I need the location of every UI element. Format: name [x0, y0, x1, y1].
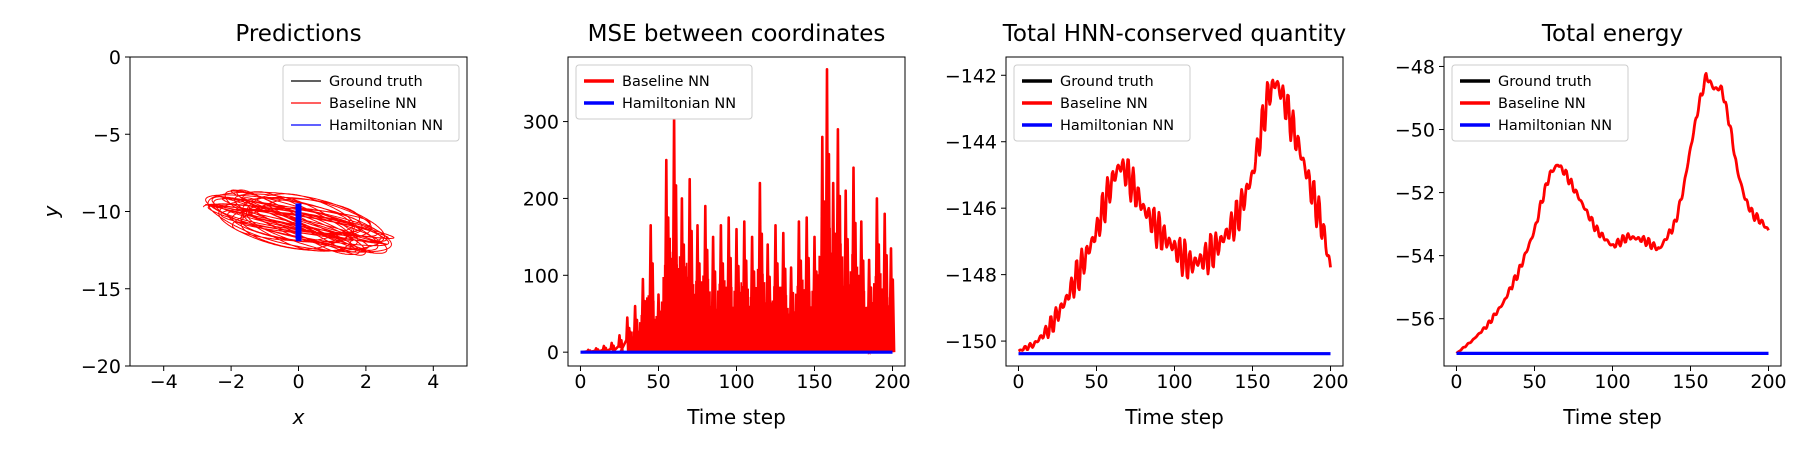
- y-tick-label: 0: [109, 47, 121, 69]
- legend-label-baseline-nn: Baseline NN: [1060, 96, 1148, 112]
- y-tick-label: −54: [1395, 246, 1435, 268]
- series-line-baseline-nn: [1017, 78, 1332, 353]
- series-line-baseline-nn: [1455, 72, 1770, 355]
- y-tick-label: −142: [945, 65, 997, 87]
- x-tick-label: 2: [360, 371, 372, 393]
- x-tick-label: 50: [646, 371, 670, 393]
- y-tick-label: −10: [81, 202, 121, 224]
- y-tick-label: −5: [93, 124, 121, 146]
- y-tick-label: −150: [945, 331, 997, 353]
- plot-area: [1455, 72, 1770, 355]
- x-axis-label: Time step: [686, 405, 786, 429]
- y-tick-label: 300: [523, 112, 559, 134]
- legend-label-baseline-nn: Baseline NN: [329, 96, 417, 112]
- series-line-hamiltonian-nn: [295, 203, 302, 242]
- x-tick-label: 150: [796, 371, 832, 393]
- chart-panel-4: 0 50 100 150 200 −48 −50 −52 −54 −56 Total energy T…: [1395, 21, 1787, 429]
- x-tick-label: 100: [1594, 371, 1630, 393]
- plot-area: [580, 68, 896, 356]
- x-tick-label: 100: [718, 371, 754, 393]
- chart-panel-3: 0 50 100 150 200 −142 −144 −146 −148 −150 Total HN…: [945, 21, 1349, 429]
- x-tick-label: 200: [1750, 371, 1786, 393]
- legend: Ground truth Baseline NN Hamiltonian NN: [1013, 64, 1191, 142]
- x-axis-label: x: [292, 405, 305, 429]
- x-tick-label: 150: [1672, 371, 1708, 393]
- legend: Ground truth Baseline NN Hamiltonian NN: [1451, 64, 1629, 142]
- legend-box: [282, 64, 460, 142]
- y-tick-label: −144: [945, 132, 997, 154]
- x-tick-label: 200: [874, 371, 910, 393]
- x-tick-label: 100: [1156, 371, 1192, 393]
- x-tick-label: 0: [1012, 371, 1024, 393]
- y-tick-label: −52: [1395, 183, 1435, 205]
- x-tick-label: −4: [150, 371, 178, 393]
- legend-label-hamiltonian-nn: Hamiltonian NN: [622, 96, 736, 112]
- y-axis-label: y: [39, 204, 63, 218]
- y-tick-label: −146: [945, 198, 997, 220]
- series-line-baseline-nn: [581, 68, 896, 354]
- legend-label-ground-truth: Ground truth: [1060, 74, 1154, 90]
- chart-title: Predictions: [235, 21, 361, 47]
- x-tick-label: 0: [292, 371, 304, 393]
- y-tick-label: −15: [81, 279, 121, 301]
- chart-panel-2: 0 50 100 150 200 0 100 200 300 MSE between coordi…: [523, 21, 911, 429]
- plot-area: [203, 189, 395, 256]
- y-tick-label: 0: [547, 342, 559, 364]
- legend: Baseline NN Hamiltonian NN: [575, 64, 753, 120]
- x-tick-label: 50: [1522, 371, 1546, 393]
- legend-label-ground-truth: Ground truth: [1498, 74, 1592, 90]
- plot-area: [1017, 78, 1332, 356]
- y-tick-label: −56: [1395, 309, 1435, 331]
- legend-label-baseline-nn: Baseline NN: [1498, 96, 1586, 112]
- legend-box: [1451, 64, 1629, 142]
- legend-label-hamiltonian-nn: Hamiltonian NN: [1060, 118, 1174, 134]
- y-tick-label: −20: [81, 356, 121, 378]
- y-tick-label: −148: [945, 265, 997, 287]
- x-tick-label: 200: [1312, 371, 1348, 393]
- y-tick-label: 200: [523, 188, 559, 210]
- y-tick-label: −48: [1395, 56, 1435, 78]
- x-tick-label: 4: [427, 371, 439, 393]
- legend-label-hamiltonian-nn: Hamiltonian NN: [329, 118, 443, 134]
- chart-title: Total energy: [1541, 21, 1683, 47]
- x-axis-label: Time step: [1562, 405, 1662, 429]
- y-tick-label: 100: [523, 265, 559, 287]
- x-axis-label: Time step: [1124, 405, 1224, 429]
- chart-title: Total HNN-conserved quantity: [1002, 21, 1346, 47]
- series-line-baseline-nn: [203, 189, 395, 256]
- legend-box: [1013, 64, 1191, 142]
- legend: Ground truth Baseline NN Hamiltonian NN: [282, 64, 460, 142]
- x-tick-label: 50: [1084, 371, 1108, 393]
- legend-label-baseline-nn: Baseline NN: [622, 74, 710, 90]
- legend-box: [575, 64, 753, 120]
- x-tick-label: −2: [217, 371, 245, 393]
- y-tick-label: −50: [1395, 120, 1435, 142]
- x-tick-label: 150: [1234, 371, 1270, 393]
- legend-label-ground-truth: Ground truth: [329, 74, 423, 90]
- chart-title: MSE between coordinates: [588, 21, 886, 47]
- legend-label-hamiltonian-nn: Hamiltonian NN: [1498, 118, 1612, 134]
- x-tick-label: 0: [1450, 371, 1462, 393]
- x-tick-label: 0: [574, 371, 586, 393]
